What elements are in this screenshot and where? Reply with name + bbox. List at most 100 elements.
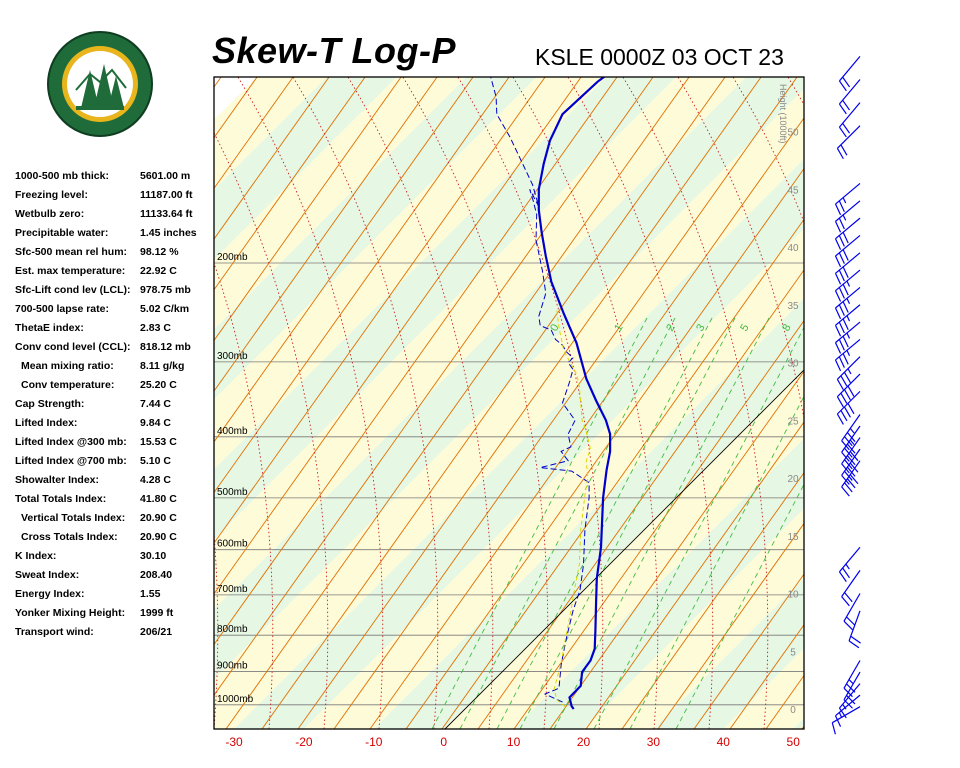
- temperature-band: [373, 298, 804, 729]
- wind-barb-flag: [848, 640, 860, 649]
- wind-barb-staff: [841, 437, 861, 465]
- wind-barb-flag: [838, 707, 847, 719]
- index-label: Precipitable water:: [15, 227, 109, 239]
- wind-barb-staff: [835, 694, 861, 717]
- wind-barb-flag: [840, 392, 848, 404]
- wind-barb: [834, 694, 861, 727]
- wind-barb-flag: [842, 122, 851, 134]
- reference-isotherm-line: [444, 369, 804, 729]
- index-row: Transport wind: 206/21: [15, 624, 215, 643]
- wind-barb-flag: [842, 318, 849, 331]
- moist-adiabat-line: [677, 77, 804, 422]
- height-tick-label: 35: [787, 301, 799, 312]
- index-value: 9.84 C: [140, 417, 171, 429]
- wind-barb-staff: [843, 660, 861, 689]
- index-row: Conv temperature: 25.20 C: [15, 377, 215, 396]
- dry-adiabat-line: [214, 77, 582, 595]
- index-value: 7.44 C: [140, 398, 171, 410]
- isobar-label: 900mb: [217, 661, 248, 672]
- dry-adiabat-line: [261, 77, 726, 729]
- index-value: 4.28 C: [140, 474, 171, 486]
- wind-barb: [838, 683, 861, 719]
- dry-adiabat-line: [0, 0, 122, 729]
- dry-adiabat-line: [369, 117, 804, 729]
- wind-barb-flag: [838, 217, 845, 230]
- wind-barb: [843, 593, 861, 631]
- wind-barb: [836, 356, 861, 391]
- wind-barb-half-flag: [848, 679, 854, 685]
- index-row: K Index: 30.10: [15, 548, 215, 567]
- wind-barb-half-flag: [846, 298, 851, 305]
- wind-barb-staff: [835, 217, 861, 240]
- wind-barb: [836, 390, 861, 425]
- logo-mountain-icon: [75, 68, 127, 91]
- dry-adiabat-line: [0, 0, 158, 729]
- wind-barb-flag: [843, 687, 853, 698]
- dry-adiabat-line: [214, 77, 510, 494]
- wind-barb-flag: [836, 148, 844, 160]
- height-tick-label: 45: [787, 185, 799, 196]
- temperature-band: [863, 47, 960, 729]
- index-row: 700-500 lapse rate: 5.02 C/km: [15, 301, 215, 320]
- wind-barb-flag: [846, 683, 856, 693]
- index-row: Energy Index: 1.55: [15, 586, 215, 605]
- wind-barb-flag: [842, 283, 849, 296]
- index-label: Yonker Mixing Height:: [15, 607, 126, 619]
- wind-barb: [843, 660, 861, 698]
- wind-barb-flag: [846, 466, 856, 477]
- x-tick-label: 30: [647, 735, 661, 749]
- wind-barb-staff: [841, 448, 861, 476]
- wind-barb: [843, 671, 861, 709]
- wind-barb-staff: [838, 102, 861, 128]
- wind-barb-flag: [838, 80, 847, 92]
- x-tick-label: -10: [365, 735, 383, 749]
- index-value: 20.90 C: [140, 512, 177, 524]
- wind-barb-flag: [842, 249, 849, 261]
- temperature-band: [303, 228, 804, 729]
- dry-adiabat-line: [513, 319, 804, 729]
- wind-barb-flag: [838, 571, 847, 582]
- wind-barb-staff: [836, 390, 861, 415]
- wind-barb-flag: [838, 356, 845, 368]
- dry-adiabat-line: [621, 471, 804, 729]
- index-row: Lifted Index @700 mb: 5.10 C: [15, 453, 215, 472]
- x-tick-label: 50: [787, 735, 801, 749]
- index-value: 11133.64 ft: [140, 208, 193, 220]
- dry-adiabat-line: [214, 77, 402, 342]
- moist-adiabat-line: [402, 77, 549, 729]
- logo-tree-icon: [81, 70, 99, 108]
- height-tick-label: 40: [787, 243, 799, 254]
- wind-barb-flag: [834, 715, 842, 727]
- wind-barb: [834, 304, 861, 337]
- index-value: 98.12 %: [140, 246, 179, 258]
- height-tick-label: 50: [787, 128, 799, 139]
- temperature-band: [234, 159, 804, 729]
- dry-adiabat-line: [0, 0, 14, 729]
- moist-adiabat-line: [214, 131, 329, 729]
- isobar-label: 400mb: [217, 426, 248, 437]
- stability-indices-table: 1000-500 mb thick: 5601.00 m Freezing leve…: [15, 168, 215, 643]
- index-value: 30.10: [140, 550, 167, 562]
- wind-barb-flag: [846, 478, 856, 489]
- wind-barb-flag: [842, 335, 849, 348]
- wind-barb: [838, 102, 861, 138]
- temperature-band: [214, 77, 804, 680]
- wind-barb: [836, 373, 861, 408]
- wind-barb-flag: [841, 474, 850, 485]
- wind-barb-staff: [836, 373, 861, 398]
- dry-adiabat-line: [477, 269, 804, 729]
- wind-barb-flag: [842, 232, 849, 244]
- x-tick-label: 20: [577, 735, 591, 749]
- wind-barb-staff: [838, 683, 861, 709]
- wind-barb-staff: [838, 546, 861, 573]
- wind-barb-flag: [838, 235, 845, 247]
- dry-adiabat-line: [0, 0, 50, 729]
- dry-adiabat-line: [657, 522, 804, 729]
- wind-barb-staff: [838, 56, 861, 82]
- index-row: Mean mixing ratio: 8.11 g/kg: [15, 358, 215, 377]
- dry-adiabat-line: [214, 77, 438, 392]
- index-value: 818.12 mb: [140, 341, 191, 353]
- wind-barb: [834, 338, 861, 372]
- wind-barb-flag: [843, 389, 851, 401]
